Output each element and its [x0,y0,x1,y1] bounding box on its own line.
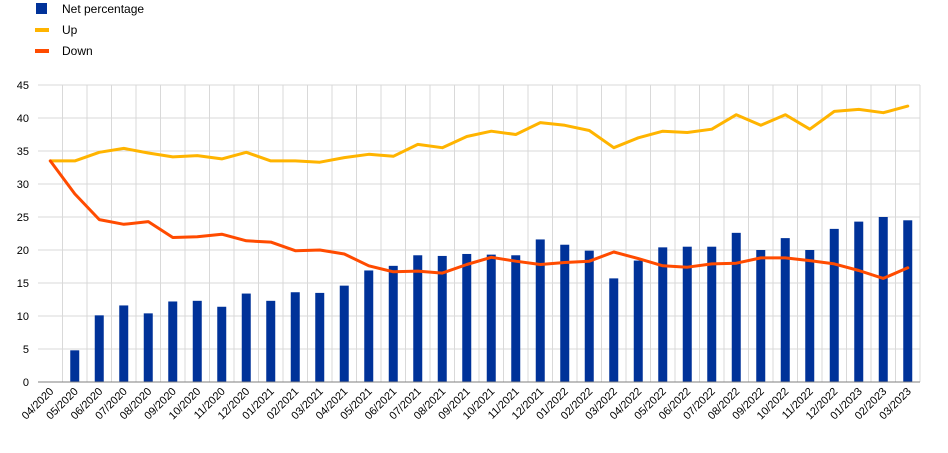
y-tick-label: 30 [17,179,29,191]
bar [315,293,324,382]
legend-swatch [35,49,49,53]
bar [536,239,545,382]
bar [291,292,300,382]
legend-label: Net percentage [62,2,144,16]
bar [95,315,104,382]
bar [560,245,569,382]
bar [585,251,594,382]
bar [805,250,814,382]
bar [438,256,447,382]
bar [413,255,422,382]
y-tick-label: 35 [17,146,29,158]
bar [389,266,398,382]
bar [830,229,839,382]
bar [854,222,863,382]
y-tick-label: 40 [17,113,29,125]
bar [242,294,251,382]
y-tick-label: 25 [17,212,29,224]
bar [756,250,765,382]
bar [732,233,741,382]
y-tick-label: 15 [17,278,29,290]
bar [70,350,79,382]
y-tick-label: 45 [17,80,29,92]
legend-label: Down [62,44,93,58]
bar [609,278,618,382]
bar [144,313,153,382]
y-tick-label: 20 [17,245,29,257]
bar [217,307,226,382]
bar-layer [70,217,912,382]
bar [879,217,888,382]
y-tick-label: 0 [23,377,29,389]
legend-label: Up [62,23,78,37]
y-tick-label: 5 [23,344,29,356]
bar [266,301,275,382]
bar [364,270,373,382]
bar [903,220,912,382]
legend-swatch [35,28,49,32]
bar [462,254,471,382]
bar [511,255,520,382]
bar [487,255,496,382]
bar [119,305,128,382]
bar [634,261,643,382]
bar [193,301,202,382]
bar [658,247,667,382]
bar [340,286,349,382]
legend: Net percentage Up Down [35,2,144,58]
legend-swatch [36,3,47,14]
bar [707,247,716,382]
bar [168,301,177,382]
y-tick-label: 10 [17,311,29,323]
